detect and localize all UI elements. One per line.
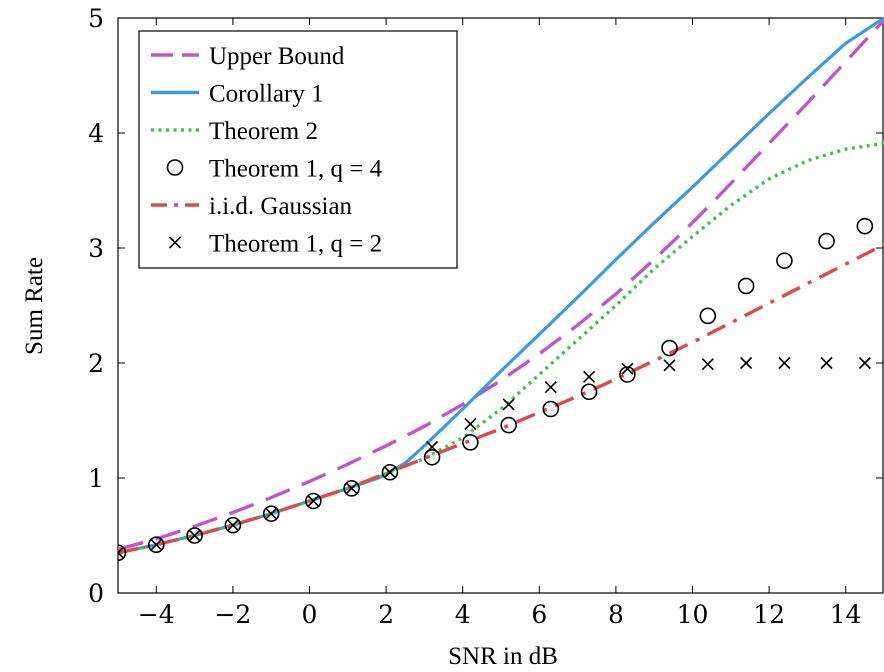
legend-label: Theorem 1, q = 2 xyxy=(209,231,382,258)
x-axis-label: SNR in dB xyxy=(448,643,558,670)
legend-label: Corollary 1 xyxy=(209,81,324,108)
legend-label: Theorem 2 xyxy=(209,118,318,145)
x-tick-label: 12 xyxy=(753,600,785,629)
theorem-1-q-4-marker xyxy=(381,463,399,481)
theorem-1-q-4-marker xyxy=(818,232,835,250)
legend-label: Theorem 1, q = 4 xyxy=(209,156,383,183)
theorem-1-q-2-marker xyxy=(307,494,320,508)
x-tick-label: −2 xyxy=(214,600,251,629)
y-tick-label: 0 xyxy=(88,579,104,608)
theorem-1-q-2-marker xyxy=(740,356,753,370)
i-i-d-gaussian-line xyxy=(118,243,884,555)
theorem-1-q-2-marker xyxy=(544,381,557,394)
x-tick-label: 2 xyxy=(378,600,394,629)
theorem-1-q-4-marker xyxy=(580,383,598,401)
theorem-1-q-4-marker xyxy=(343,480,360,497)
y-tick-label: 1 xyxy=(88,464,104,493)
theorem-1-q-2-marker xyxy=(345,482,358,495)
legend-box xyxy=(138,30,458,269)
x-tick-label: 10 xyxy=(677,600,709,629)
x-tick-label: 0 xyxy=(302,600,318,629)
theorem-1-q-2-marker xyxy=(226,519,239,532)
y-tick-label: 2 xyxy=(88,349,104,378)
theorem-1-q-2-marker xyxy=(621,362,634,375)
theorem-1-q-2-marker xyxy=(383,466,396,479)
legend-label: i.i.d. Gaussian xyxy=(209,193,353,220)
theorem-1-q-2-marker xyxy=(858,356,871,370)
theorem-1-q-4-marker xyxy=(699,307,717,325)
plot-frame xyxy=(117,17,884,594)
series-layer xyxy=(118,18,884,562)
theorem-1-q-4-marker xyxy=(462,434,479,451)
y-tick-label: 4 xyxy=(88,119,104,148)
theorem-1-q-4-marker xyxy=(737,277,755,295)
upper-bound-line xyxy=(118,19,884,551)
theorem-1-q-2-marker xyxy=(820,356,833,370)
theorem-1-q-2-marker xyxy=(118,546,125,559)
theorem-1-q-2-marker xyxy=(583,370,596,383)
x-tick-label: 14 xyxy=(830,600,862,629)
theorem-1-q-4-marker xyxy=(305,492,322,510)
x-tick-label: −4 xyxy=(138,600,175,629)
x-tick-label: 4 xyxy=(455,600,471,629)
theorem-1-q-2-marker xyxy=(150,538,163,551)
theorem-1-q-2-marker xyxy=(778,356,791,370)
legend-marker xyxy=(168,236,182,249)
plot-area xyxy=(117,17,884,594)
y-tick-label: 3 xyxy=(88,234,104,263)
y-axis-label: Sum Rate xyxy=(21,257,48,355)
theorem-1-q-4-marker xyxy=(542,400,560,418)
theorem-1-q-2-marker xyxy=(265,507,278,520)
x-tick-label: 6 xyxy=(531,600,547,629)
theorem-1-q-2-marker xyxy=(701,358,714,371)
legend-label: Upper Bound xyxy=(209,43,345,70)
legend: Upper Bound Corollary 1 Theorem 2 Theorem 1… xyxy=(138,30,458,269)
x-tick-label: 8 xyxy=(608,600,624,629)
theorem-1-q-4-marker xyxy=(262,505,280,522)
theorem-1-q-2-marker xyxy=(188,529,201,542)
theorem-1-q-4-marker xyxy=(118,544,127,562)
theorem-1-q-2-marker xyxy=(663,359,676,372)
theorem-1-q-4-marker xyxy=(856,217,874,235)
theorem-1-q-4-marker xyxy=(619,366,636,383)
theorem-1-q-4-marker xyxy=(148,536,165,554)
theorem-1-q-4-marker xyxy=(500,416,517,434)
y-tick-label: 5 xyxy=(88,4,104,33)
theorem-1-q-2-marker xyxy=(425,440,439,454)
theorem-1-q-4-marker xyxy=(423,448,441,466)
theorem-1-q-4-marker xyxy=(224,516,242,534)
theorem-1-q-4-marker xyxy=(776,252,793,269)
theorem-1-q-2-marker xyxy=(502,398,515,411)
theorem-2-line xyxy=(118,141,884,555)
theorem-1-q-2-marker xyxy=(464,417,477,431)
legend-marker xyxy=(166,159,184,176)
theorem-1-q-4-marker xyxy=(186,527,203,544)
theorem-1-q-4-marker xyxy=(661,339,678,357)
